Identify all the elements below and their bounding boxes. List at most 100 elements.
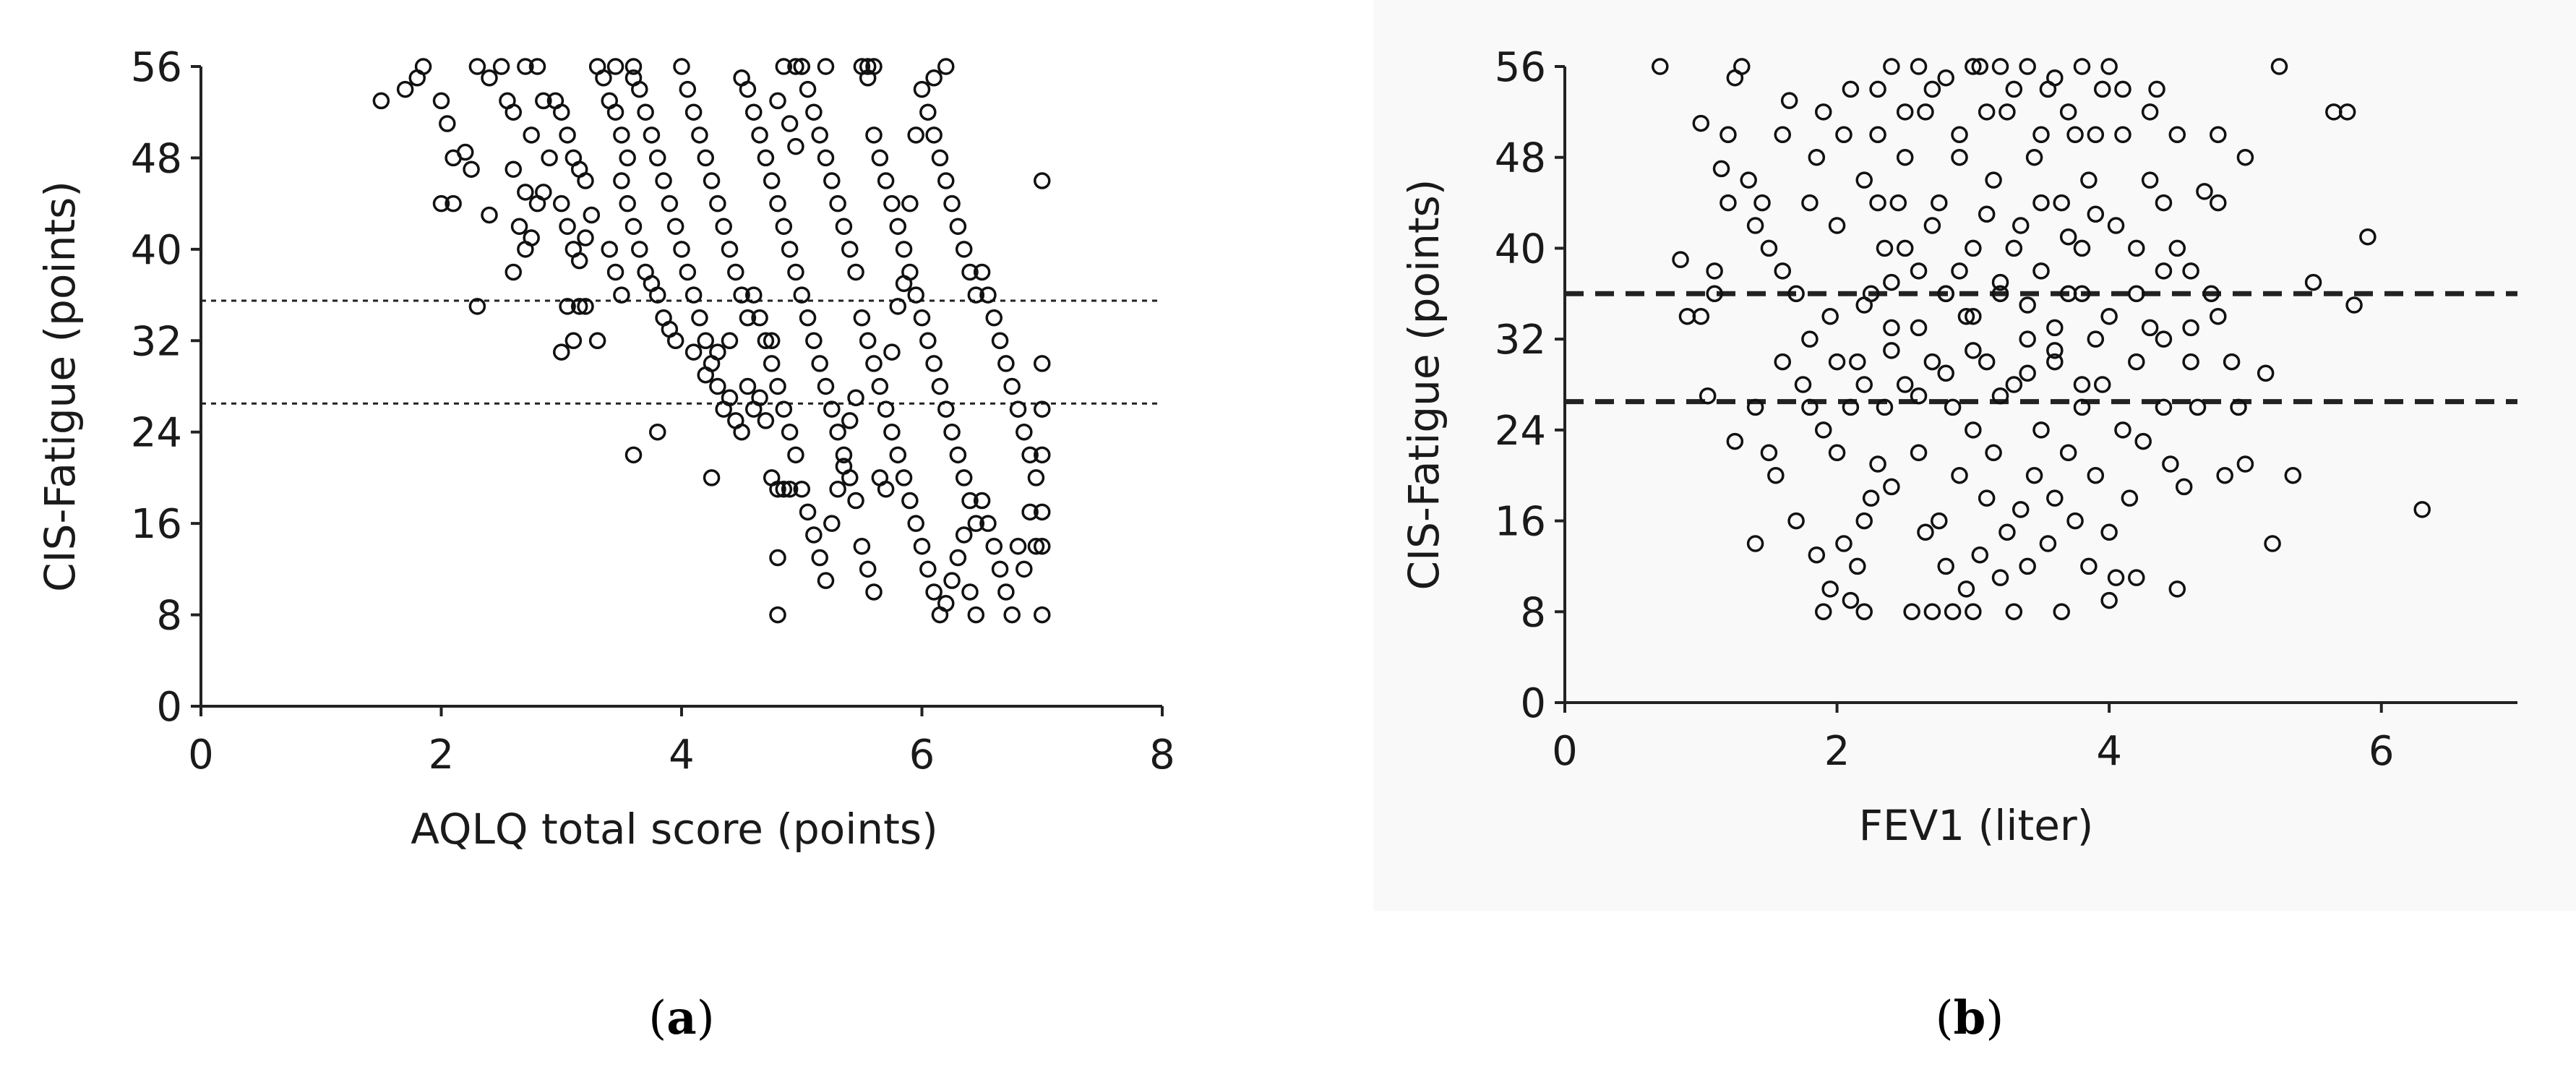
panel-a-data-point <box>823 400 841 418</box>
panel-a-data-point <box>955 469 973 486</box>
panel-b-data-point <box>1944 603 1962 621</box>
panel-a-data-point <box>781 115 799 132</box>
panel-a-data-point <box>709 194 726 213</box>
panel-b-data-point <box>1828 444 1846 462</box>
panel-a-data-point <box>925 583 943 601</box>
panel-a-data-point <box>666 218 684 235</box>
panel-b-data-point <box>2059 228 2077 246</box>
panel-b-x-tick-label: 0 <box>1552 728 1578 775</box>
panel-b-data-point <box>2168 126 2186 144</box>
panel-a-data-point <box>757 149 775 167</box>
panel-a-data-point <box>967 606 985 624</box>
panel-a-data-point <box>481 69 498 87</box>
panel-a-data-point <box>1003 606 1021 624</box>
panel-b-data-point <box>1828 353 1846 371</box>
panel-b-data-point <box>2005 239 2023 257</box>
panel-a-data-point <box>973 263 991 281</box>
panel-b-caption: (b) <box>1936 991 2004 1045</box>
panel-a-data-point <box>811 355 828 372</box>
panel-a-data-point <box>931 377 949 395</box>
panel-b-y-tick-label: 8 <box>1520 589 1546 636</box>
panel-b-data-point <box>2257 364 2275 382</box>
panel-a-data-point <box>613 126 630 144</box>
panel-a-data-point <box>570 252 588 270</box>
panel-a-data-point <box>817 572 835 589</box>
panel-b-data-point <box>1991 58 2009 75</box>
panel-a-data-point <box>943 194 961 213</box>
panel-b-data-point <box>1923 603 1941 621</box>
panel-b-data-point <box>1774 126 1792 144</box>
panel-a-x-axis-title: AQLQ total score (points) <box>411 805 937 854</box>
panel-b-data-point <box>2304 273 2322 291</box>
panel-b-data-point <box>1780 92 1798 109</box>
panel-a-data-point <box>913 538 931 555</box>
panel-b-data-point <box>1937 557 1954 575</box>
panel-b-data-point <box>2032 262 2050 280</box>
panel-b-data-point <box>2073 58 2091 75</box>
panel-b-data-point <box>2046 69 2064 87</box>
panel-a-data-point <box>624 446 643 464</box>
panel-a-data-point <box>925 69 943 87</box>
panel-b-data-point <box>1835 535 1852 552</box>
panel-a-data-point <box>1003 377 1021 395</box>
panel-a-data-point <box>895 275 913 293</box>
panel-b-data-point <box>2046 489 2064 507</box>
panel-b-x-tick-label: 4 <box>2096 728 2122 775</box>
panel-b-data-point <box>1971 546 1989 564</box>
panel-a-data-point <box>1016 423 1033 441</box>
panel-a-data-point <box>907 126 924 144</box>
panel-a-data-point <box>919 560 937 578</box>
panel-b-data-point <box>2148 80 2165 98</box>
panel-b-data-point <box>2210 307 2227 325</box>
panel-a-data-point <box>510 218 528 235</box>
panel-b-data-point <box>1842 591 1860 609</box>
panel-b-data-point <box>1855 603 1873 621</box>
panel-a-data-point <box>624 58 643 75</box>
panel-a-data-point <box>805 526 823 544</box>
panel-a-data-point <box>889 218 906 235</box>
panel-a-data-point <box>733 423 750 441</box>
panel-b-data-point <box>2080 557 2098 575</box>
panel-a-data-point <box>769 480 786 498</box>
panel-a-data-point <box>943 572 961 589</box>
panel-a-data-point <box>721 389 739 407</box>
panel-b-data-point <box>1991 273 2009 291</box>
panel-a-data-point <box>631 241 648 258</box>
panel-b-data-point <box>1985 171 2002 189</box>
panel-a-data-point <box>1027 469 1045 486</box>
panel-a-data-point <box>925 355 943 372</box>
panel-a-data-point <box>679 263 697 281</box>
panel-b-data-point <box>2107 569 2125 586</box>
panel-b-data-point <box>2114 80 2131 98</box>
panel-b-data-point <box>1692 307 1710 325</box>
panel-b-data-point <box>2066 512 2084 530</box>
panel-a-data-point <box>1021 446 1039 464</box>
panel-a-data-point <box>937 58 955 75</box>
panel-a-data-point <box>937 595 955 612</box>
panel-b-data-point <box>1672 251 1689 268</box>
panel-a-data-point <box>817 58 835 75</box>
panel-b-data-point <box>2073 239 2091 257</box>
panel-b-data-point <box>2264 535 2281 552</box>
panel-a-data-point <box>871 377 889 395</box>
panel-b-data-point <box>1753 194 1771 212</box>
panel-a-data-point <box>606 103 624 121</box>
panel-a-data-point <box>895 469 913 486</box>
panel-b-data-point <box>1917 103 1934 121</box>
panel-b-data-point <box>2032 126 2050 144</box>
panel-a-data-point <box>577 298 594 315</box>
panel-b-data-point <box>1821 580 1839 598</box>
panel-b-data-point <box>1835 126 1852 144</box>
panel-b-data-point <box>1896 239 1914 257</box>
panel-b-data-point <box>1965 421 1982 439</box>
panel-b-data-point <box>1746 398 1764 416</box>
panel-b-data-point <box>1746 217 1764 234</box>
panel-a-data-point <box>829 194 846 213</box>
panel-a-data-point <box>445 194 462 213</box>
panel-b-data-point <box>2182 353 2199 371</box>
panel-a-data-point <box>649 149 666 167</box>
panel-a-y-tick-label: 48 <box>131 135 182 182</box>
panel-b-data-point <box>1828 217 1846 234</box>
panel-a-data-point <box>727 263 744 281</box>
panel-a-data-point <box>901 492 919 510</box>
